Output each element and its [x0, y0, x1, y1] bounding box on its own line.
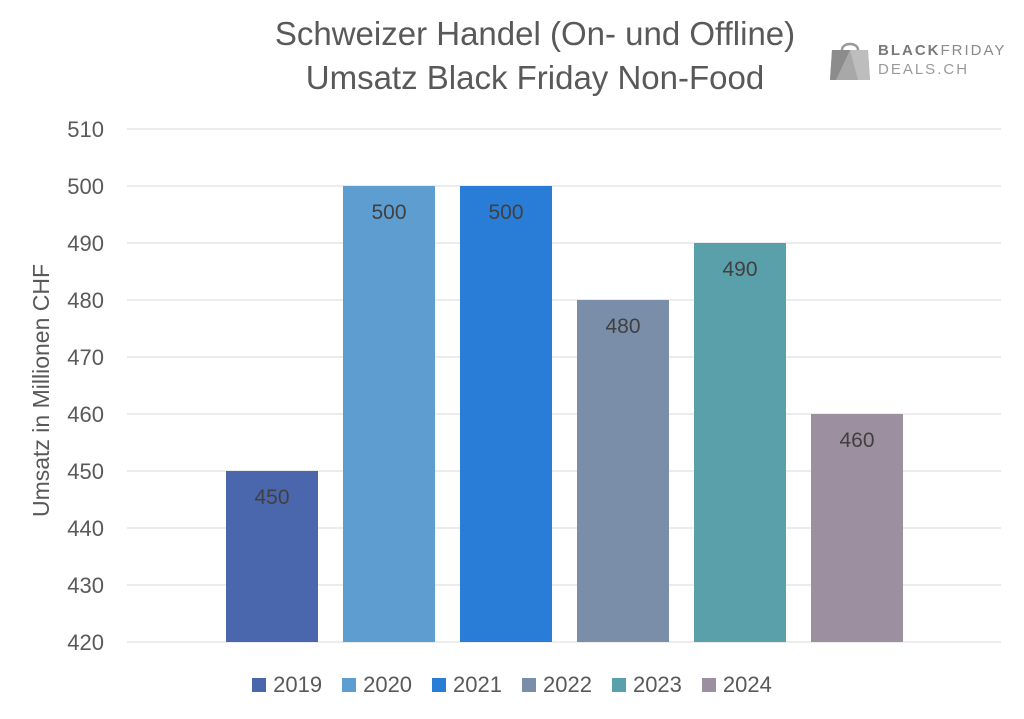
y-axis-label: Umsatz in Millionen CHF	[28, 264, 54, 517]
legend-swatch	[342, 678, 357, 692]
legend-swatch	[432, 678, 447, 692]
bars	[226, 186, 903, 642]
legend-label: 2021	[453, 672, 502, 697]
y-tick-label: 460	[67, 402, 104, 427]
y-tick-label: 490	[67, 231, 104, 256]
legend-swatch	[611, 678, 626, 692]
bar-2024	[811, 414, 903, 642]
bar-2022	[577, 300, 669, 642]
y-tick-label: 500	[67, 174, 104, 199]
y-tick-label: 420	[67, 630, 104, 655]
data-labels: 450 500 500 480 490 460	[254, 201, 874, 509]
legend-item-2022: 2022	[522, 672, 592, 698]
legend-item-2020: 2020	[342, 672, 412, 698]
legend-swatch	[252, 678, 267, 692]
y-tick-label: 470	[67, 345, 104, 370]
legend-item-2023: 2023	[611, 672, 682, 698]
data-label-2022: 480	[605, 315, 640, 338]
data-label-2023: 490	[722, 258, 757, 281]
legend-label: 2023	[632, 672, 682, 697]
bar-2023	[694, 243, 786, 642]
data-label-2020: 500	[371, 201, 406, 224]
y-axis-ticks: 420 430 440 450 460 470 480 490 500 510	[67, 117, 104, 655]
chart-title: Schweizer Handel (On- und Offline) Umsat…	[200, 12, 870, 100]
legend-swatch	[701, 678, 716, 692]
y-tick-label: 450	[67, 459, 104, 484]
bar-2020	[343, 186, 435, 642]
legend-item-2019: 2019	[252, 672, 322, 698]
logo-text-top: BLACKFRIDAY	[878, 42, 1007, 59]
legend-label: 2020	[363, 672, 413, 697]
chart-title-line1: Schweizer Handel (On- und Offline)	[274, 15, 796, 52]
data-label-2024: 460	[839, 429, 874, 452]
legend-item-2021: 2021	[432, 672, 502, 698]
y-tick-label: 480	[67, 288, 104, 313]
legend: 2019 2020 2021 2022 2023 2024	[0, 672, 1024, 698]
legend-swatch	[522, 678, 536, 692]
data-label-2021: 500	[488, 201, 523, 224]
legend-item-2024: 2024	[701, 672, 772, 698]
y-tick-label: 430	[67, 573, 104, 598]
legend-label: 2024	[722, 672, 772, 697]
blackfridaydeals-logo: BLACKFRIDAY DEALS.CH	[828, 38, 1008, 82]
y-tick-label: 510	[67, 117, 104, 142]
bar-2021	[460, 186, 552, 642]
logo-text-bottom: DEALS.CH	[878, 61, 970, 78]
chart-title-line2: Umsatz Black Friday Non-Food	[305, 59, 765, 96]
y-tick-label: 440	[67, 516, 104, 541]
legend-label: 2019	[273, 672, 323, 697]
legend-label: 2022	[543, 672, 592, 697]
bar-2019	[226, 471, 318, 642]
shopping-bag-icon	[830, 42, 870, 80]
data-label-2019: 450	[254, 486, 289, 509]
